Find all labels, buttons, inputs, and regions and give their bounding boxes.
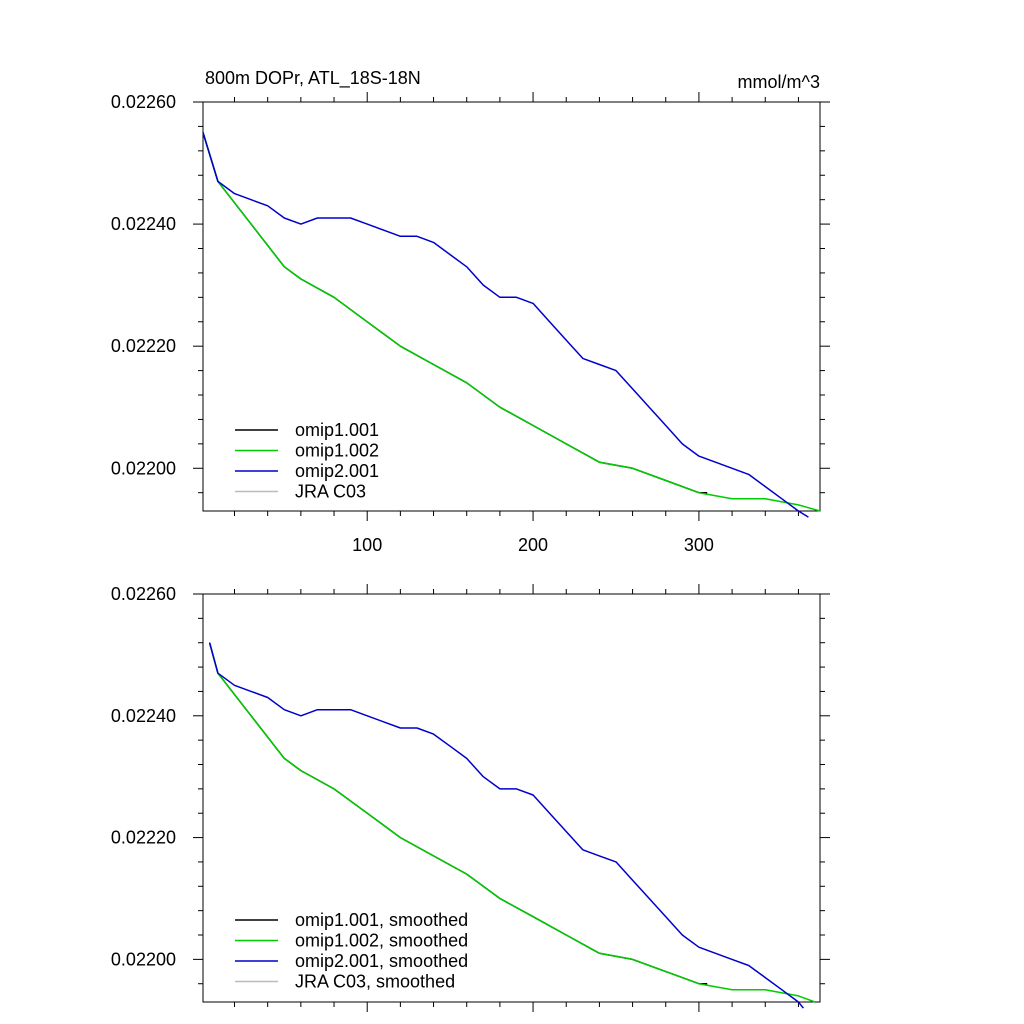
y-tick-label: 0.02220: [111, 336, 176, 356]
x-tick-label: 100: [352, 535, 382, 555]
x-tick-label: 200: [518, 535, 548, 555]
series-line-2: [208, 642, 804, 1009]
y-tick-label: 0.02200: [111, 458, 176, 478]
units-label: mmol/m^3: [738, 72, 820, 92]
legend-label: JRA C03: [295, 482, 366, 502]
y-tick-label: 0.02260: [111, 92, 176, 112]
bottom-panel: 0.02260 0.02240 0.02220 0.02200 omip1.001, s…: [111, 584, 830, 1012]
legend-label: JRA C03, smoothed: [295, 972, 455, 992]
legend-label: omip1.002: [295, 441, 379, 461]
legend-label: omip1.001: [295, 420, 379, 440]
series-line-2: [202, 132, 809, 518]
legend-label: omip1.001, smoothed: [295, 910, 468, 930]
series-line-0: [202, 132, 708, 494]
legend-label: omip1.002, smoothed: [295, 931, 468, 951]
plot-frame: [202, 593, 821, 1003]
top-panel: 100 200 300 0.02260 0.02240 0.02220 0.02200 800…: [111, 68, 830, 555]
y-tick-label: 0.02260: [111, 584, 176, 604]
chart-title: 800m DOPr, ATL_18S-18N: [205, 68, 421, 89]
series-line-1: [202, 132, 821, 512]
legend-label: omip2.001: [295, 461, 379, 481]
legend-label: omip2.001, smoothed: [295, 951, 468, 971]
y-tick-label: 0.02220: [111, 828, 176, 848]
x-tick-label: 300: [684, 535, 714, 555]
y-tick-label: 0.02200: [111, 949, 176, 969]
series-line-1: [208, 642, 816, 1003]
y-tick-label: 0.02240: [111, 214, 176, 234]
y-tick-label: 0.02240: [111, 706, 176, 726]
plot-frame: [202, 101, 821, 512]
